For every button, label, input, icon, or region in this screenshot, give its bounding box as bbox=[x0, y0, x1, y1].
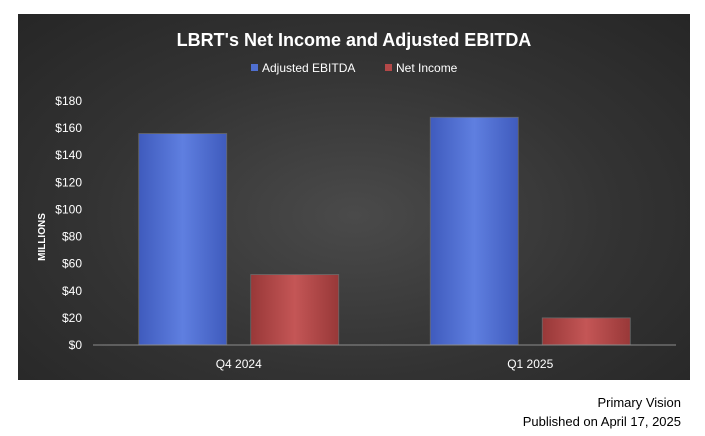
bar-chart: LBRT's Net Income and Adjusted EBITDA Ad… bbox=[37, 30, 676, 371]
y-tick-label: $100 bbox=[55, 202, 82, 216]
x-tick-label: Q4 2024 bbox=[216, 357, 262, 371]
y-axis-label: MILLIONS bbox=[37, 213, 48, 261]
y-tick-label: $60 bbox=[62, 257, 82, 271]
legend-label: Adjusted EBITDA bbox=[262, 61, 355, 75]
bar-adjusted-ebitda-q1-2025 bbox=[429, 116, 519, 346]
y-tick-label: $120 bbox=[55, 175, 82, 189]
legend-swatch bbox=[385, 64, 392, 71]
y-tick-label: $80 bbox=[62, 230, 82, 244]
legend: Adjusted EBITDA Net Income bbox=[251, 61, 458, 75]
y-axis-ticks: $0 $20 $40 $60 $80 $100 $120 $140 $160 $180 bbox=[55, 94, 82, 352]
legend-label: Net Income bbox=[396, 61, 458, 75]
y-tick-label: $20 bbox=[62, 311, 82, 325]
y-tick-label: $40 bbox=[62, 284, 82, 298]
y-tick-label: $160 bbox=[55, 121, 82, 135]
x-axis-ticks: Q4 2024 Q1 2025 bbox=[216, 357, 554, 371]
bar-adjusted-ebitda-q4-2024 bbox=[138, 133, 228, 346]
bar-net-income-q1-2025 bbox=[541, 317, 631, 346]
x-tick-label: Q1 2025 bbox=[507, 357, 553, 371]
footer-published-date: Published on April 17, 2025 bbox=[522, 414, 681, 429]
footer-source: Primary Vision bbox=[597, 395, 681, 410]
y-tick-label: $180 bbox=[55, 94, 82, 108]
bars bbox=[138, 116, 631, 346]
chart-title: LBRT's Net Income and Adjusted EBITDA bbox=[177, 30, 532, 50]
y-tick-label: $140 bbox=[55, 148, 82, 162]
legend-swatch bbox=[251, 64, 258, 71]
chart-panel: LBRT's Net Income and Adjusted EBITDA Ad… bbox=[18, 14, 690, 380]
y-tick-label: $0 bbox=[69, 338, 83, 352]
bar-net-income-q4-2024 bbox=[250, 274, 340, 346]
